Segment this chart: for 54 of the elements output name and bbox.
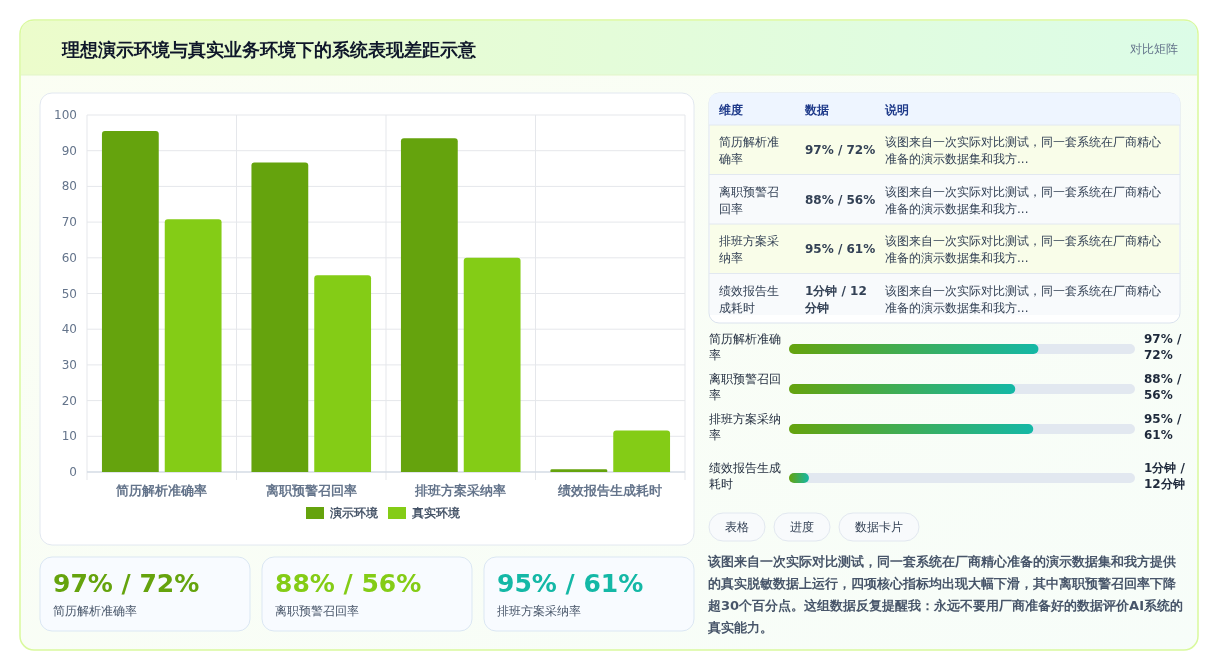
text: 97% / 72% (53, 569, 200, 598)
text: 该图来自一次实际对比测试，同一套系统在厂商精心准备的演示数据集和我方... (885, 135, 1161, 166)
text: 97% / 72% (805, 143, 876, 157)
text: 88% / 56% (1144, 372, 1186, 402)
text: 该图来自一次实际对比测试，同一套系统在厂商精心准备的演示数据集和我方提供的真实脱敏数据上运行，四项核心指标均出现大幅下滑，其中离职预警召回率下降超30个百分点。这组数据反复提醒我：永远不要用厂商准备好的数据评价AI系统的真实能力。 (707, 554, 1183, 635)
text: 95% / 61% (805, 242, 876, 256)
y-tick-label: 90 (61, 143, 77, 158)
bar (400, 138, 458, 472)
x-tick-label: 绩效报告生成耗时 (557, 483, 663, 498)
bar (550, 469, 608, 472)
text: 离职预警召回率 (275, 604, 359, 618)
text: 该图来自一次实际对比测试，同一套系统在厂商精心准备的演示数据集和我方... (885, 283, 1161, 315)
y-tick-label: 0 (69, 465, 77, 479)
bar (463, 257, 521, 472)
text: 进度 (790, 520, 814, 534)
y-tick-label: 离职预警召回率 (709, 372, 781, 402)
x-tick-label: 离职预警召回率 (264, 483, 357, 498)
text: 97% / 72% (1144, 332, 1186, 362)
text: 1分钟 / 12分钟 (804, 283, 867, 315)
x-tick-label: 简历解析准确率 (115, 483, 208, 498)
chart-title: 理想演示环境与真实业务环境下的系统表现差距示意 (61, 39, 477, 60)
text: 数据 (804, 103, 829, 117)
bar (314, 275, 372, 472)
bar (613, 430, 671, 472)
y-tick-label: 50 (61, 286, 77, 301)
bar (101, 131, 159, 472)
y-tick-label: 简历解析准确率 (709, 332, 781, 362)
y-tick-label: 40 (61, 322, 77, 337)
text: 表格 (725, 520, 749, 534)
y-tick-label: 70 (61, 215, 77, 230)
text: 说明 (884, 103, 909, 117)
text: 数据卡片 (855, 520, 903, 534)
text: 95% / 61% (497, 569, 644, 598)
y-tick-label: 100 (54, 108, 77, 122)
y-tick-label: 80 (61, 179, 77, 194)
y-tick-label: 30 (61, 357, 77, 372)
text: 维度 (718, 103, 743, 117)
y-tick-label: 10 (61, 429, 77, 444)
text: 该图来自一次实际对比测试，同一套系统在厂商精心准备的演示数据集和我方... (885, 234, 1161, 265)
text: 1分钟 / 12分钟 (1144, 461, 1190, 491)
text: 该图来自一次实际对比测试，同一套系统在厂商精心准备的演示数据集和我方... (885, 184, 1161, 216)
legend-label: 演示环境 (329, 506, 379, 520)
y-tick-label: 60 (61, 250, 77, 265)
text: 88% / 56% (275, 569, 422, 598)
x-tick-label: 排班方案采纳率 (414, 483, 507, 498)
bar (164, 219, 222, 472)
y-tick-label: 排班方案采纳率 (709, 412, 781, 442)
y-tick-label: 20 (61, 393, 77, 408)
text: 88% / 56% (805, 192, 876, 207)
legend-label: 真实环境 (411, 506, 461, 520)
bar (251, 162, 309, 472)
text: 排班方案采纳率 (497, 604, 581, 618)
text: 95% / 61% (1144, 412, 1186, 442)
text: 对比矩阵 (1130, 42, 1178, 56)
